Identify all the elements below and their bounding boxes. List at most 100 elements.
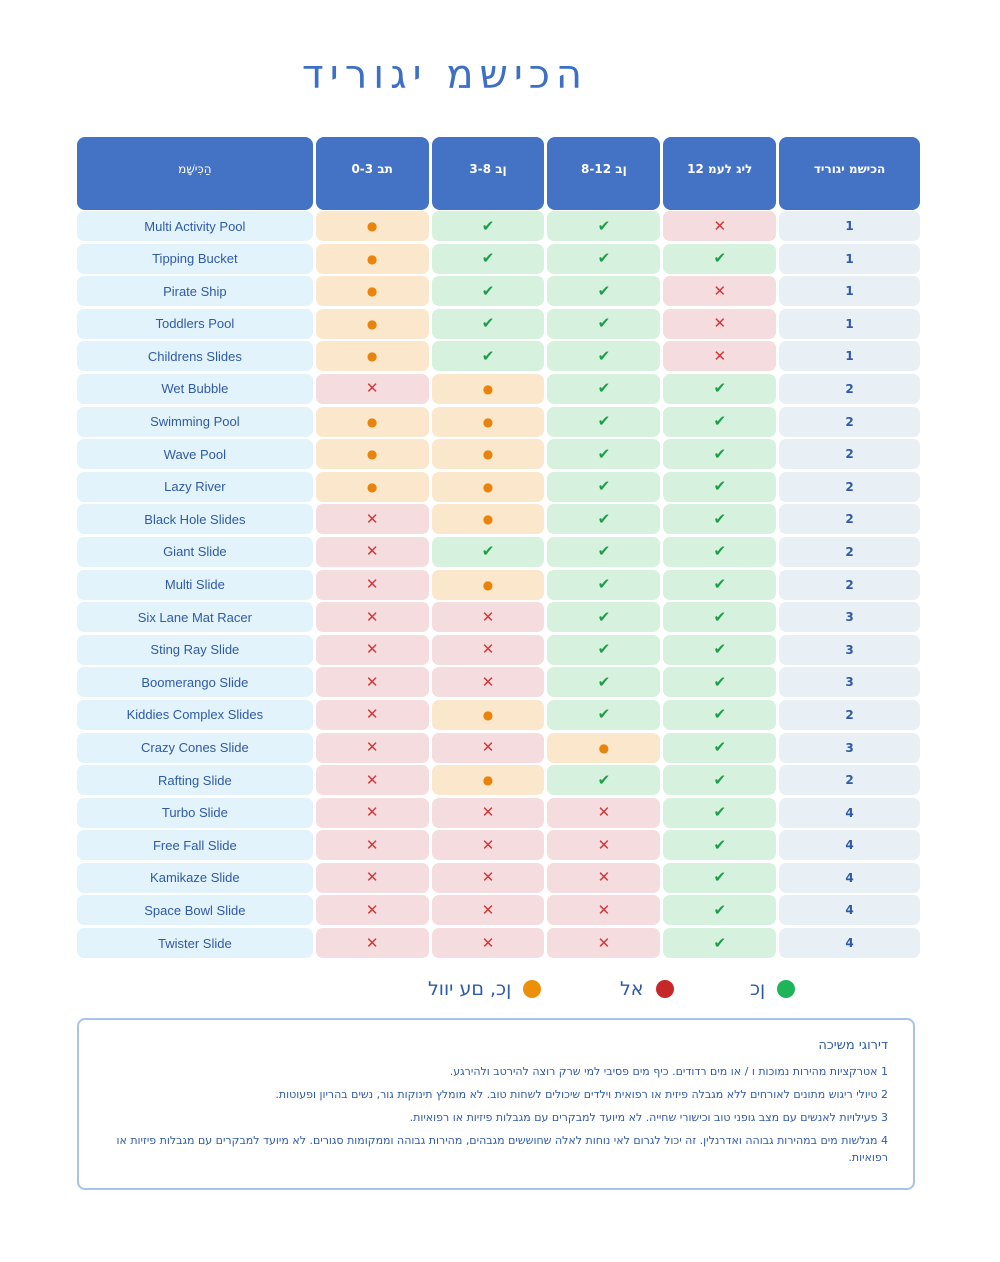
attraction-name: Lazy River (77, 471, 313, 502)
attraction-name: Pirate Ship (77, 276, 313, 307)
red-circle-icon (655, 980, 674, 998)
table-row: Kamikaze Slide ✕ ✕ ✕ ✔ 4 (77, 862, 920, 893)
x-icon: ✕ (365, 738, 379, 756)
status-cell-d: ✔ (663, 862, 777, 893)
status-cell-b: ✔ (431, 308, 545, 339)
status-cell-d: ✕ (663, 308, 777, 339)
note-grade-2: 2 טיולי ריגוש מתונים לאורחים ללא מגבלה פ… (275, 1088, 888, 1102)
status-cell-c: ✔ (547, 243, 661, 274)
x-icon: ✕ (365, 933, 379, 952)
note-grade-3: 3 פעילויות לאנשים עם מצב גופני טוב וכישו… (409, 1111, 888, 1125)
note-grade-1: 1 אטרקציות מהירות נמוכות ו / או מים רדוד… (449, 1065, 888, 1078)
check-icon: ✔ (713, 803, 727, 822)
grade-value: 3 (779, 602, 920, 633)
dot-icon: ● (366, 316, 378, 331)
page-title: הכישמ יגוריד (301, 52, 589, 98)
table-row: Lazy River ● ● ✔ ✔ 2 (77, 471, 920, 502)
dot-icon: ● (482, 414, 494, 429)
dot-icon: ● (482, 512, 494, 527)
status-cell-c: ✔ (547, 699, 661, 730)
table-row: Wave Pool ● ● ✔ ✔ 2 (77, 439, 920, 470)
status-cell-d: ✔ (663, 765, 777, 796)
status-cell-a: ✕ (315, 504, 429, 535)
header-grade: הכישמ יגוריד (779, 137, 920, 210)
x-icon: ✕ (481, 868, 495, 887)
attraction-name: Free Fall Slide (77, 830, 313, 861)
grade-value: 3 (779, 667, 920, 698)
status-cell-d: ✕ (663, 341, 777, 372)
status-cell-d: ✕ (663, 276, 777, 307)
x-icon: ✕ (365, 705, 379, 724)
legend-yes: ןכ (750, 974, 796, 1004)
table-row: Black Hole Slides ✕ ● ✔ ✔ 2 (77, 504, 920, 535)
status-cell-b: ● (431, 471, 545, 502)
status-cell-c: ✕ (547, 862, 661, 893)
attraction-name: Swimming Pool (77, 406, 313, 437)
table-row: Rafting Slide ✕ ● ✔ ✔ 2 (77, 765, 920, 796)
attraction-name: Multi Slide (77, 569, 313, 600)
check-icon: ✔ (713, 738, 727, 756)
attraction-name: Childrens Slides (77, 341, 313, 372)
status-cell-c: ✔ (547, 308, 661, 339)
status-cell-a: ✕ (315, 602, 429, 633)
grade-value: 3 (779, 732, 920, 763)
check-icon: ✔ (597, 542, 611, 561)
check-icon: ✔ (481, 346, 495, 365)
x-icon: ✕ (597, 900, 611, 919)
status-cell-c: ✔ (547, 504, 661, 535)
header-age-3-8: 3-8 ןב (431, 137, 545, 210)
status-cell-a: ● (315, 276, 429, 307)
grade-value: 3 (779, 634, 920, 665)
check-icon: ✔ (597, 249, 611, 268)
status-cell-c: ✔ (547, 373, 661, 404)
table-row: Multi Slide ✕ ● ✔ ✔ 2 (77, 569, 920, 600)
status-cell-d: ✔ (663, 732, 777, 763)
status-cell-c: ✔ (547, 471, 661, 502)
status-cell-c: ✔ (547, 569, 661, 600)
grade-value: 2 (779, 699, 920, 730)
grade-value: 4 (779, 895, 920, 926)
table-row: Swimming Pool ● ● ✔ ✔ 2 (77, 406, 920, 437)
attraction-name: Multi Activity Pool (77, 211, 313, 241)
status-cell-a: ● (315, 243, 429, 274)
check-icon: ✔ (597, 509, 611, 528)
dot-icon: ● (598, 740, 610, 755)
legend-no: אל (620, 974, 674, 1004)
status-cell-c: ✔ (547, 634, 661, 665)
grade-value: 4 (779, 797, 920, 828)
header-age-8-12: 8-12 ןב (547, 137, 661, 210)
x-icon: ✕ (365, 509, 379, 528)
check-icon: ✔ (481, 542, 495, 561)
status-cell-d: ✔ (663, 471, 777, 502)
check-icon: ✔ (597, 216, 611, 235)
status-cell-d: ✔ (663, 243, 777, 274)
check-icon: ✔ (481, 314, 495, 333)
status-cell-c: ✔ (547, 276, 661, 307)
attraction-name: Kamikaze Slide (77, 862, 313, 893)
status-cell-b: ✕ (431, 797, 545, 828)
grade-value: 4 (779, 862, 920, 893)
check-icon: ✔ (597, 672, 611, 691)
attraction-name: Sting Ray Slide (77, 634, 313, 665)
x-icon: ✕ (365, 672, 379, 691)
x-icon: ✕ (713, 216, 727, 235)
status-cell-b: ● (431, 439, 545, 470)
status-cell-b: ✕ (431, 895, 545, 926)
note-grade-4: 4 מגלשות מים במהירות גבוהה ואדרנלין. זה … (116, 1134, 888, 1165)
check-icon: ✔ (713, 542, 727, 561)
x-icon: ✕ (365, 575, 379, 594)
status-cell-c: ✔ (547, 406, 661, 437)
attraction-name: Twister Slide (77, 928, 313, 959)
status-cell-b: ✔ (431, 211, 545, 241)
x-icon: ✕ (597, 803, 611, 822)
status-cell-a: ✕ (315, 569, 429, 600)
status-cell-d: ✔ (663, 667, 777, 698)
status-cell-b: ✔ (431, 243, 545, 274)
check-icon: ✔ (597, 477, 611, 496)
check-icon: ✔ (597, 346, 611, 365)
check-icon: ✔ (597, 379, 611, 398)
status-cell-d: ✔ (663, 439, 777, 470)
status-cell-c: ✕ (547, 895, 661, 926)
status-cell-a: ✕ (315, 634, 429, 665)
status-cell-b: ✔ (431, 276, 545, 307)
